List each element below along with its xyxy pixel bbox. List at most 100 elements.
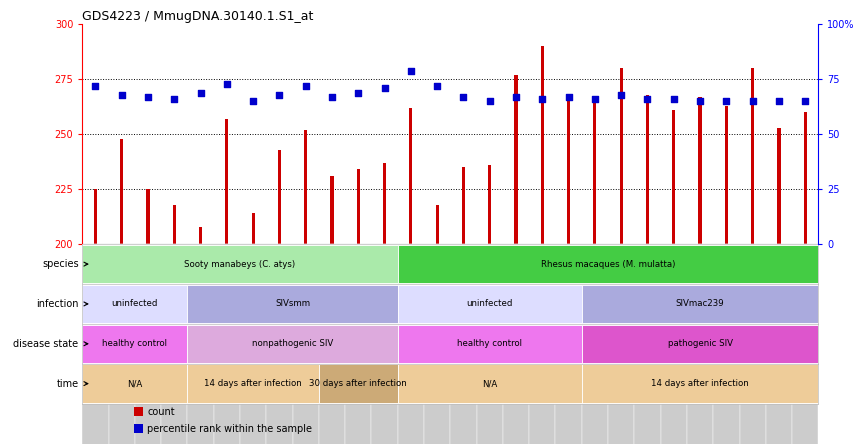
Bar (82, 325, 187, 363)
Bar (278, 150, 281, 244)
Bar (267, 244, 293, 444)
Bar (661, 244, 687, 444)
Text: 14 days after infection: 14 days after infection (651, 379, 749, 388)
Bar (410, 108, 412, 244)
Bar (82, 244, 108, 444)
Bar (214, 244, 240, 444)
Text: species: species (42, 259, 79, 269)
Point (141, 93, 155, 100)
Bar (133, 424, 143, 432)
Bar (555, 244, 582, 444)
Point (562, 93, 576, 100)
Point (352, 89, 365, 96)
Bar (672, 110, 675, 244)
Bar (397, 285, 582, 323)
Bar (699, 97, 701, 244)
Bar (108, 244, 135, 444)
Bar (187, 365, 319, 403)
Bar (766, 244, 792, 444)
Bar (450, 244, 476, 444)
Point (798, 98, 812, 105)
Point (720, 98, 734, 105)
Text: Sooty manabeys (C. atys): Sooty manabeys (C. atys) (184, 260, 295, 269)
Bar (319, 365, 397, 403)
Bar (319, 244, 346, 444)
Point (378, 85, 391, 92)
Text: percentile rank within the sample: percentile rank within the sample (147, 424, 312, 434)
Text: uninfected: uninfected (467, 299, 513, 309)
Text: Rhesus macaques (M. mulatta): Rhesus macaques (M. mulatta) (541, 260, 675, 269)
Bar (293, 244, 319, 444)
Point (404, 67, 417, 74)
Bar (608, 244, 634, 444)
Bar (436, 205, 439, 244)
Text: N/A: N/A (127, 379, 143, 388)
Bar (540, 46, 544, 244)
Bar (225, 119, 229, 244)
Bar (792, 244, 818, 444)
Bar (199, 226, 202, 244)
Bar (582, 365, 818, 403)
Point (430, 83, 444, 90)
Bar (82, 285, 187, 323)
Point (641, 95, 655, 103)
Bar (582, 285, 818, 323)
Text: 30 days after infection: 30 days after infection (309, 379, 407, 388)
Point (299, 83, 313, 90)
Text: healthy control: healthy control (457, 339, 522, 348)
Bar (514, 75, 518, 244)
Bar (383, 163, 386, 244)
Bar (397, 365, 582, 403)
Bar (582, 244, 608, 444)
Bar (135, 244, 161, 444)
Bar (133, 407, 143, 416)
Bar (82, 365, 187, 403)
Bar (331, 176, 333, 244)
Text: 14 days after infection: 14 days after infection (204, 379, 302, 388)
Text: disease state: disease state (14, 339, 79, 349)
Bar (778, 128, 780, 244)
Bar (646, 95, 650, 244)
Bar (620, 68, 623, 244)
Bar (372, 244, 397, 444)
Text: count: count (147, 408, 175, 417)
Text: N/A: N/A (482, 379, 497, 388)
Bar (251, 214, 255, 244)
Point (115, 91, 129, 98)
Point (693, 98, 707, 105)
Point (535, 95, 549, 103)
Text: SIVmac239: SIVmac239 (675, 299, 724, 309)
Bar (687, 244, 714, 444)
Bar (740, 244, 766, 444)
Text: infection: infection (36, 299, 79, 309)
Bar (240, 244, 267, 444)
Bar (120, 139, 123, 244)
Bar (725, 106, 728, 244)
Bar (462, 167, 465, 244)
Point (483, 98, 497, 105)
Point (325, 93, 339, 100)
Point (588, 95, 602, 103)
Point (772, 98, 785, 105)
Bar (187, 285, 397, 323)
Point (88, 83, 102, 90)
Bar (529, 244, 555, 444)
Text: pathogenic SIV: pathogenic SIV (668, 339, 733, 348)
Text: time: time (56, 379, 79, 388)
Bar (567, 101, 570, 244)
Point (456, 93, 470, 100)
Point (614, 91, 628, 98)
Bar (187, 244, 214, 444)
Bar (424, 244, 450, 444)
Bar (161, 244, 187, 444)
Point (167, 95, 181, 103)
Point (194, 89, 208, 96)
Bar (94, 189, 97, 244)
Point (273, 91, 287, 98)
Text: GDS4223 / MmugDNA.30140.1.S1_at: GDS4223 / MmugDNA.30140.1.S1_at (82, 10, 313, 23)
Bar (804, 112, 807, 244)
Bar (582, 325, 818, 363)
Point (220, 80, 234, 87)
Bar (488, 165, 491, 244)
Text: uninfected: uninfected (112, 299, 158, 309)
